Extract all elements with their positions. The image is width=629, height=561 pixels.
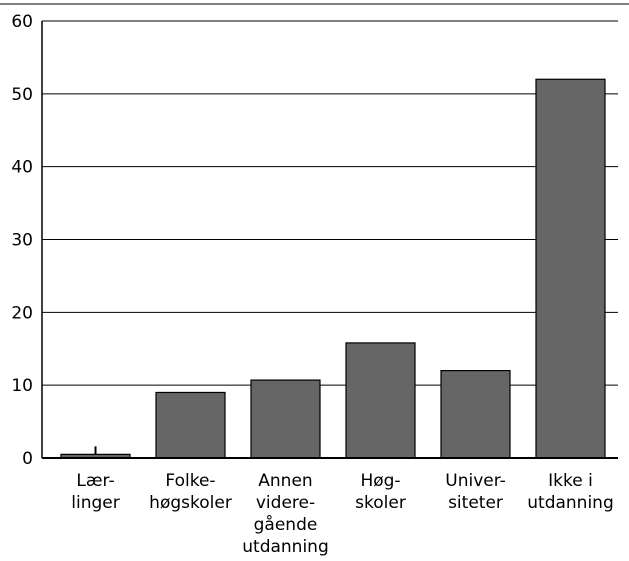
bar bbox=[535, 78, 606, 459]
x-category-label: Lær-linger bbox=[71, 471, 119, 513]
y-axis-ticks: 0 10 20 30 40 50 60 bbox=[11, 12, 33, 469]
bar bbox=[440, 370, 511, 459]
y-tick-label: 30 bbox=[11, 231, 33, 251]
y-tick-label: 10 bbox=[11, 376, 33, 396]
gridlines bbox=[42, 20, 618, 386]
bar bbox=[250, 379, 321, 459]
x-category-label: Folke-høgskoler bbox=[149, 471, 232, 513]
bar bbox=[155, 391, 226, 459]
y-tick-label: 0 bbox=[22, 449, 33, 469]
y-tick-label: 20 bbox=[11, 303, 33, 323]
x-category-label: Univer-siteter bbox=[445, 471, 506, 513]
x-category-label: Annen videre-gående utdanning bbox=[242, 471, 329, 557]
y-tick-label: 40 bbox=[11, 158, 33, 178]
x-category-label: Ikke i utdanning bbox=[527, 471, 614, 513]
x-category-label: Høg-skoler bbox=[355, 471, 406, 513]
bars bbox=[60, 78, 606, 459]
y-tick-label: 60 bbox=[11, 12, 33, 32]
y-tick-label: 50 bbox=[11, 85, 33, 105]
bar bbox=[345, 342, 416, 459]
